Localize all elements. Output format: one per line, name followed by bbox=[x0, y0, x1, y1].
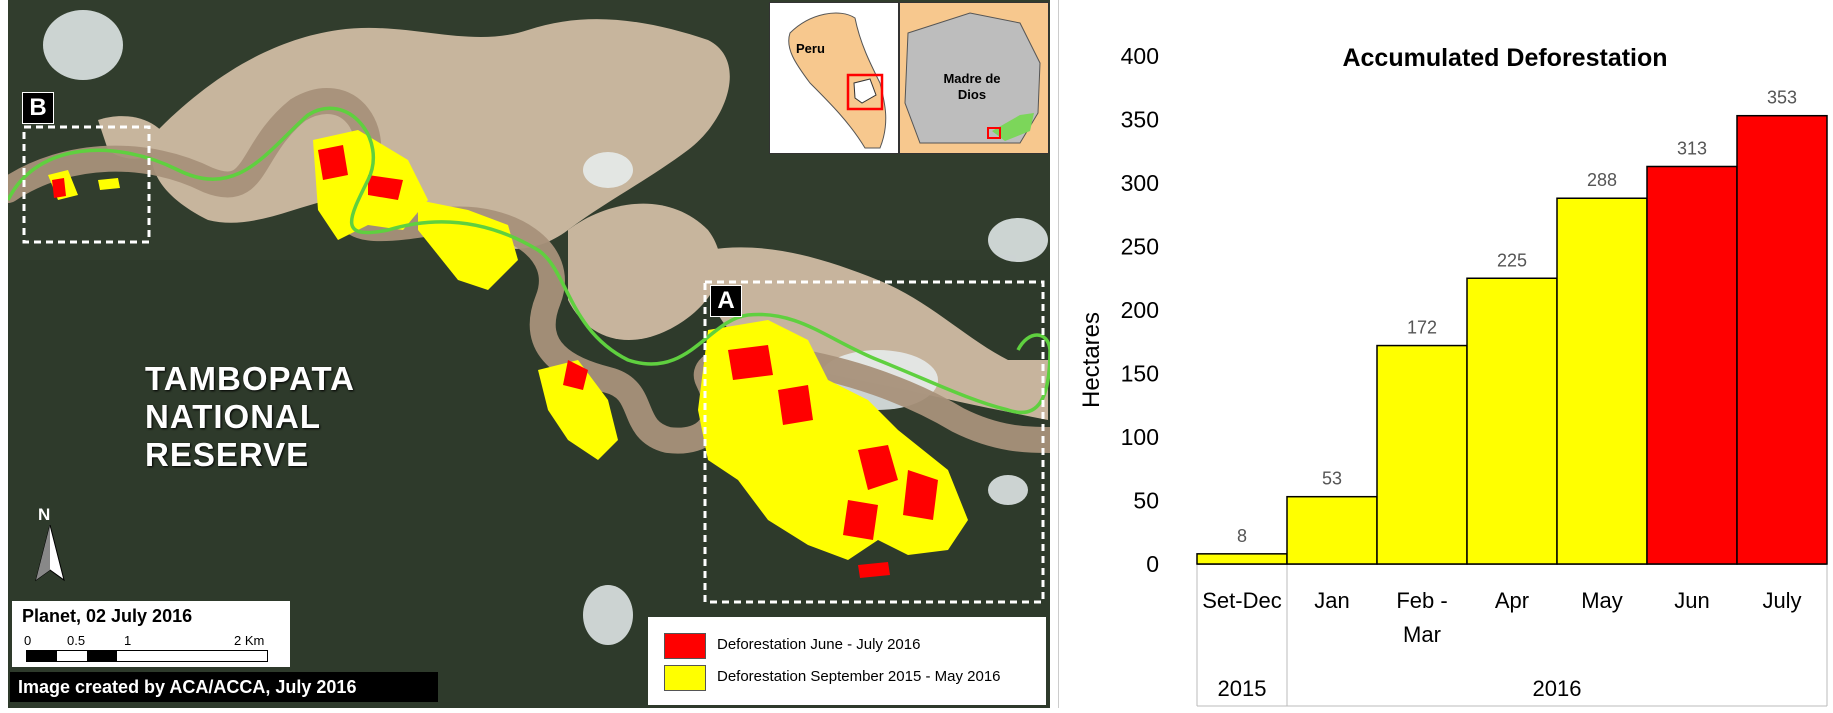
year-group-label: 2016 bbox=[1533, 676, 1582, 701]
legend-swatch bbox=[664, 665, 706, 691]
legend-label: Deforestation June - July 2016 bbox=[717, 636, 921, 653]
bar bbox=[1286, 495, 1378, 565]
y-tick-label: 250 bbox=[1121, 234, 1159, 260]
x-tick-label: July bbox=[1762, 588, 1801, 613]
x-tick-label: May bbox=[1581, 588, 1623, 613]
bar-chart: 0 50 100 150 200 250 300 350 400 8 Set-Dec 53 Jan 17… bbox=[1078, 43, 1828, 707]
x-tick-label: Feb - bbox=[1396, 588, 1447, 613]
y-tick-label: 0 bbox=[1146, 551, 1159, 577]
data-label: 313 bbox=[1677, 138, 1707, 158]
bar bbox=[1556, 197, 1648, 565]
y-tick-label: 400 bbox=[1121, 43, 1159, 69]
y-tick-label: 200 bbox=[1121, 297, 1159, 323]
bar bbox=[1646, 165, 1738, 565]
image-credit: Image created by ACA/ACCA, July 2016 bbox=[10, 672, 438, 702]
bar bbox=[1736, 114, 1828, 565]
x-tick-label: Jan bbox=[1314, 588, 1349, 613]
y-tick-label: 100 bbox=[1121, 424, 1159, 450]
x-tick-label: Set-Dec bbox=[1202, 588, 1281, 613]
scale-tick: 2 Km bbox=[234, 633, 265, 648]
x-tick-label: Apr bbox=[1495, 588, 1529, 613]
x-tick-label: Jun bbox=[1674, 588, 1709, 613]
scale-tick: 0.5 bbox=[67, 633, 86, 648]
deforestation-jun-jul2016 bbox=[52, 145, 938, 578]
legend-label: Deforestation September 2015 - May 2016 bbox=[717, 668, 1001, 685]
data-label: 288 bbox=[1587, 170, 1617, 190]
y-tick-label: 350 bbox=[1121, 107, 1159, 133]
reserve-boundary bbox=[8, 106, 1050, 415]
satellite-map: B A TAMBOPATA NATIONAL RESERVE Peru Madr… bbox=[8, 0, 1050, 708]
bar bbox=[1466, 277, 1558, 565]
area-box-b bbox=[22, 125, 151, 244]
chart-panel: 0 50 100 150 200 250 300 350 400 8 Set-Dec 53 Jan 17… bbox=[1058, 0, 1832, 708]
bar bbox=[1376, 344, 1468, 565]
data-label: 353 bbox=[1767, 88, 1797, 108]
chart-title: Accumulated Deforestation bbox=[1342, 44, 1667, 72]
data-label: 8 bbox=[1237, 526, 1247, 546]
data-label: 225 bbox=[1497, 250, 1527, 270]
data-label: 53 bbox=[1322, 469, 1342, 489]
reserve-name-line: RESERVE bbox=[145, 436, 310, 473]
legend-swatch bbox=[664, 633, 706, 659]
y-tick-label: 300 bbox=[1121, 170, 1159, 196]
data-label: 172 bbox=[1407, 318, 1437, 338]
y-tick-label: 50 bbox=[1133, 488, 1159, 514]
north-arrow-icon bbox=[35, 525, 65, 582]
inset-map-region: Madre de Dios bbox=[899, 2, 1049, 154]
map-legend: Deforestation June - July 2016 Deforesta… bbox=[648, 617, 1046, 705]
reserve-name-line: NATIONAL bbox=[145, 398, 322, 435]
reserve-name: TAMBOPATA NATIONAL RESERVE bbox=[145, 360, 355, 474]
inset-region-line: Dios bbox=[957, 87, 987, 102]
scale-tick: 0 bbox=[24, 633, 32, 648]
scale-bar bbox=[26, 650, 268, 662]
bar bbox=[1196, 553, 1288, 565]
inset-region-label: Madre de Dios bbox=[922, 71, 1022, 103]
box-label-a: A bbox=[710, 285, 742, 317]
year-group-label: 2015 bbox=[1218, 676, 1267, 701]
inset-country-label: Peru bbox=[796, 41, 825, 56]
y-axis-label: Hectares bbox=[1078, 312, 1105, 408]
reserve-name-line: TAMBOPATA bbox=[145, 360, 356, 397]
scale-tick: 1 bbox=[124, 633, 132, 648]
inset-map-peru: Peru bbox=[769, 2, 899, 154]
x-tick-label: Mar bbox=[1403, 622, 1441, 647]
inset-region-line: Madre de bbox=[943, 71, 1001, 86]
y-tick-label: 150 bbox=[1121, 361, 1159, 387]
scale-box: Planet, 02 July 2016 0 0.5 1 2 Km bbox=[12, 601, 290, 667]
box-label-b: B bbox=[22, 92, 54, 124]
scale-title: Planet, 02 July 2016 bbox=[22, 606, 193, 626]
area-box-a bbox=[703, 280, 1045, 604]
north-label: N bbox=[38, 505, 51, 524]
